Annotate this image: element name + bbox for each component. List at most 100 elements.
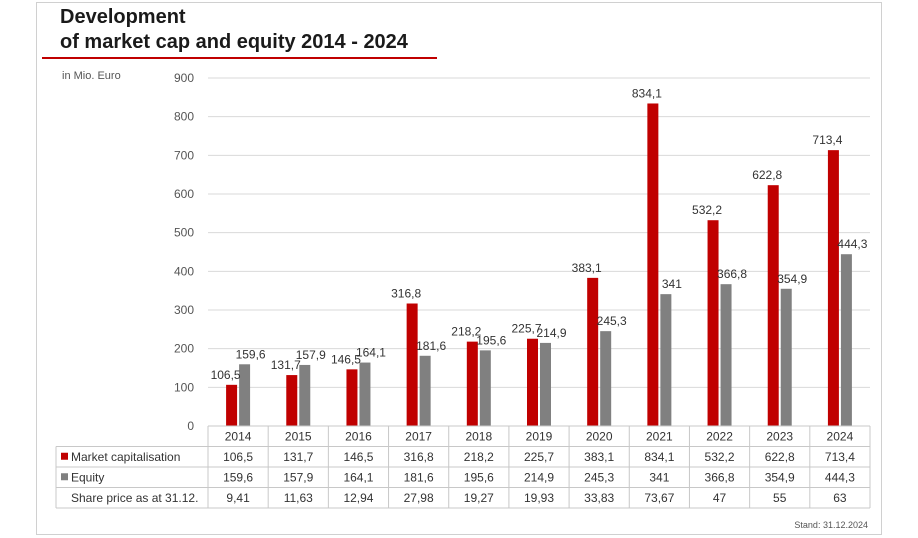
table-cell-market-cap: 131,7 xyxy=(283,450,313,464)
table-cell-equity: 214,9 xyxy=(524,470,554,484)
table-cell-market-cap: 622,8 xyxy=(765,450,795,464)
bar-market-cap xyxy=(406,303,418,426)
table-cell-market-cap: 146,5 xyxy=(343,450,373,464)
bar-market-cap xyxy=(707,220,719,426)
bar-market-cap xyxy=(466,341,478,426)
bar-label-market-cap: 131,7 xyxy=(271,358,301,372)
y-tick-label: 200 xyxy=(174,342,194,356)
table-cell-market-cap: 532,2 xyxy=(705,450,735,464)
bar-market-cap xyxy=(647,103,659,427)
bar-market-cap xyxy=(827,150,839,427)
bar-label-equity: 164,1 xyxy=(356,346,386,360)
table-cell-share-price: 27,98 xyxy=(404,491,434,505)
title-underline xyxy=(42,57,437,59)
bar-market-cap xyxy=(286,375,298,426)
x-category-label: 2015 xyxy=(285,429,312,443)
x-category-label: 2017 xyxy=(405,429,432,443)
bar-market-cap xyxy=(346,369,358,426)
table-cell-share-price: 19,27 xyxy=(464,491,494,505)
title-line-2: of market cap and equity 2014 - 2024 xyxy=(60,31,408,53)
table-cell-share-price: 11,63 xyxy=(284,491,313,505)
bar-equity xyxy=(299,364,311,426)
x-category-label: 2019 xyxy=(526,429,553,443)
bar-label-equity: 159,6 xyxy=(236,347,266,361)
bar-label-market-cap: 532,2 xyxy=(692,203,722,217)
table-cell-market-cap: 218,2 xyxy=(464,450,494,464)
bar-label-market-cap: 713,4 xyxy=(812,133,842,147)
bar-equity xyxy=(660,294,672,426)
y-tick-label: 600 xyxy=(174,187,194,201)
table-cell-market-cap: 225,7 xyxy=(524,450,554,464)
legend-label-share-price: Share price as at 31.12. xyxy=(71,491,198,505)
x-category-label: 2023 xyxy=(766,429,793,443)
y-tick-label: 900 xyxy=(174,71,194,85)
table-cell-share-price: 33,83 xyxy=(584,491,614,505)
bar-market-cap xyxy=(527,338,538,426)
bar-label-equity: 366,8 xyxy=(717,267,747,281)
bar-equity xyxy=(479,350,491,426)
legend-swatch-market-cap xyxy=(61,452,68,460)
table-cell-equity: 444,3 xyxy=(825,470,855,484)
legend-swatch-equity xyxy=(61,473,68,481)
table-cell-share-price: 12,94 xyxy=(343,491,373,505)
table-cell-market-cap: 834,1 xyxy=(644,450,674,464)
bar-label-equity: 181,6 xyxy=(416,339,446,353)
bar-equity xyxy=(239,364,251,426)
bar-label-market-cap: 218,2 xyxy=(451,325,481,339)
table-cell-market-cap: 316,8 xyxy=(404,450,434,464)
table-cell-share-price: 63 xyxy=(833,491,847,505)
chart-frame xyxy=(36,2,882,535)
table-cell-share-price: 9,41 xyxy=(226,491,250,505)
table-cell-equity: 354,9 xyxy=(765,470,795,484)
bar-equity xyxy=(840,254,852,426)
table-cell-market-cap: 713,4 xyxy=(825,450,855,464)
x-category-label: 2021 xyxy=(646,429,673,443)
bar-label-equity: 157,9 xyxy=(296,348,326,362)
table-cell-equity: 164,1 xyxy=(343,470,373,484)
x-category-label: 2016 xyxy=(345,429,372,443)
table-cell-equity: 159,6 xyxy=(223,470,253,484)
unit-label: in Mio. Euro xyxy=(62,70,121,82)
table-cell-share-price: 19,93 xyxy=(524,491,554,505)
table-cell-share-price: 55 xyxy=(773,491,787,505)
table-cell-share-price: 73,67 xyxy=(644,491,674,505)
table-cell-equity: 341 xyxy=(649,470,669,484)
bar-label-market-cap: 383,1 xyxy=(572,261,602,275)
table-cell-equity: 245,3 xyxy=(584,470,614,484)
x-category-label: 2014 xyxy=(225,429,252,443)
y-tick-label: 800 xyxy=(174,110,194,124)
table-cell-equity: 181,6 xyxy=(404,470,434,484)
bar-equity xyxy=(359,362,371,426)
bar-market-cap xyxy=(767,185,779,426)
y-tick-label: 400 xyxy=(174,264,194,278)
x-category-label: 2018 xyxy=(465,429,492,443)
x-category-label: 2024 xyxy=(827,429,854,443)
bar-equity xyxy=(419,355,431,426)
bar-label-equity: 444,3 xyxy=(837,237,867,251)
table-cell-equity: 157,9 xyxy=(283,470,313,484)
stand-date: Stand: 31.12.2024 xyxy=(794,520,868,530)
y-tick-label: 0 xyxy=(187,419,194,433)
table-cell-equity: 366,8 xyxy=(705,470,735,484)
legend-label-market-cap: Market capitalisation xyxy=(71,450,180,464)
bar-label-market-cap: 106,5 xyxy=(211,368,241,382)
bar-label-equity: 341 xyxy=(662,277,682,291)
legend-label-equity: Equity xyxy=(71,470,104,484)
chart-title: Development of market cap and equity 201… xyxy=(60,5,408,55)
bar-label-equity: 214,9 xyxy=(536,326,566,340)
bar-label-market-cap: 146,5 xyxy=(331,352,361,366)
table-cell-equity: 195,6 xyxy=(464,470,494,484)
bar-equity xyxy=(600,331,612,426)
y-tick-label: 300 xyxy=(174,303,194,317)
x-category-label: 2022 xyxy=(706,429,733,443)
bar-label-market-cap: 225,7 xyxy=(511,322,541,336)
bar-equity xyxy=(780,288,792,426)
bar-market-cap xyxy=(226,384,238,426)
table-cell-market-cap: 383,1 xyxy=(584,450,614,464)
bar-label-equity: 245,3 xyxy=(597,314,627,328)
bar-label-market-cap: 834,1 xyxy=(632,86,662,100)
bar-equity xyxy=(720,284,732,426)
y-tick-label: 100 xyxy=(174,380,194,394)
x-category-label: 2020 xyxy=(586,429,613,443)
